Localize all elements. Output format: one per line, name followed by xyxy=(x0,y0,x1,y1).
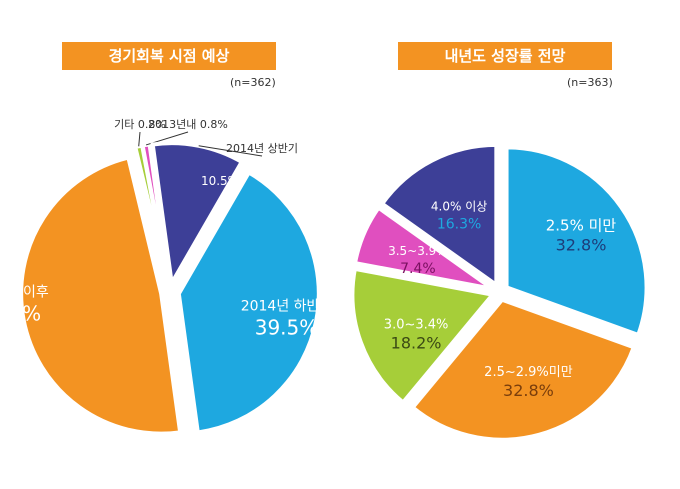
chart2-slice-label-1: 2.5~2.9%미만 xyxy=(484,365,573,380)
chart2-slice-4 xyxy=(379,142,499,289)
chart2-n-label: (n=363) xyxy=(567,76,613,89)
chart1-slice-value-0: 39.5% xyxy=(255,315,319,339)
chart2-slice-label-3: 3.5~3.9% xyxy=(388,244,448,258)
chart1-slice-label-0: 2014년 하반기 xyxy=(241,298,333,314)
chart2-slice-3 xyxy=(352,204,494,291)
chart1-slice-0 xyxy=(176,169,321,435)
chart2-slice-value-0: 32.8% xyxy=(556,236,607,255)
chart2-slice-value-1: 32.8% xyxy=(503,381,554,400)
chart1-slice-label-4: 2014년 상반기 xyxy=(226,142,298,155)
chart2-slice-label-4: 4.0% 이상 xyxy=(431,200,487,214)
chart1-leader-4 xyxy=(198,145,263,157)
chart1-slice-label-3: 2013년내 0.8% xyxy=(148,118,228,131)
chart2-slice-label-2: 3.0~3.4% xyxy=(384,317,449,332)
chart1-slice-value-4: 10.5% xyxy=(201,174,239,188)
chart1-leader-2 xyxy=(138,131,141,147)
chart2-slice-value-3: 7.4% xyxy=(400,261,436,277)
chart1-title: 경기회복 시점 예상 xyxy=(62,42,276,70)
chart2-slice-2 xyxy=(350,266,497,406)
chart1-slice-value-1: 48.4% xyxy=(0,302,41,326)
chart2-slice-label-0: 2.5% 미만 xyxy=(546,217,617,235)
chart1-n-label: (n=362) xyxy=(230,76,276,89)
chart2-slice-value-2: 18.2% xyxy=(391,333,442,352)
chart2-slice-0 xyxy=(504,145,649,338)
chart1-slice-label-1: 2015년 이후 xyxy=(0,285,49,301)
chart1-slice-label-2: 기타 0.8% xyxy=(114,118,166,131)
chart2-title: 내년도 성장률 전망 xyxy=(398,42,612,70)
chart2-slice-value-4: 16.3% xyxy=(437,217,481,233)
chart2-slice-1 xyxy=(409,297,637,442)
chart1-slice-1 xyxy=(19,155,183,436)
